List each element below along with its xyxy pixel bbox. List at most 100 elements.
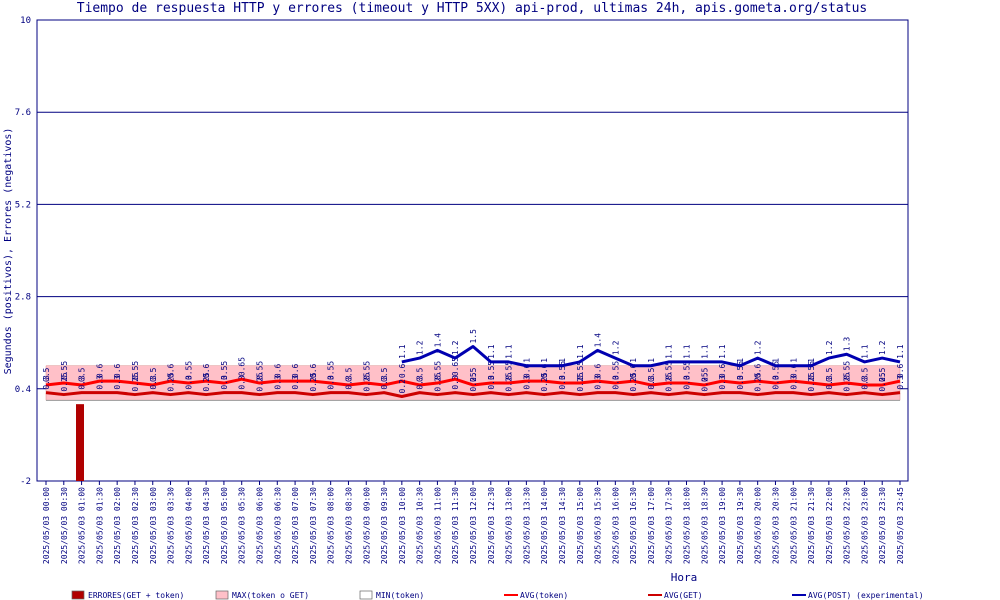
data-label: 0.3 [220, 375, 229, 390]
data-label: 0.3 [736, 375, 745, 390]
data-label: 0.5 [42, 367, 51, 382]
data-label: 0.25 [256, 372, 265, 391]
data-label: 1.1 [718, 344, 727, 359]
x-tick-label: 2025/05/03 15:30 [594, 487, 603, 564]
data-label: 0.6 [629, 363, 638, 378]
x-tick-label: 2025/05/03 04:00 [184, 487, 193, 564]
legend-swatch [71, 590, 85, 600]
data-label: 0.55 [807, 361, 816, 380]
data-label: 1.4 [594, 333, 603, 348]
data-label: 0.6 [754, 363, 763, 378]
x-tick-label: 2025/05/03 07:30 [309, 487, 318, 564]
gridlines [37, 111, 908, 485]
data-label: 0.6 [594, 363, 603, 378]
x-tick-label: 2025/05/03 14:00 [540, 487, 549, 564]
data-label: 0.25 [469, 372, 478, 391]
data-label: 1 [736, 358, 745, 363]
data-label: 0.55 [256, 361, 265, 380]
x-tick-label: 2025/05/03 19:00 [718, 487, 727, 564]
data-label: 0.55 [576, 361, 585, 380]
x-tick-label: 2025/05/03 16:00 [611, 487, 620, 564]
data-label: 0.25 [433, 372, 442, 391]
data-label: 0.6 [789, 363, 798, 378]
x-tick-label: 2025/05/03 00:30 [60, 487, 69, 564]
data-label: 0.5 [149, 367, 158, 382]
x-tick-label: 2025/05/03 17:30 [665, 487, 674, 564]
x-tick-label: 2025/05/03 03:30 [167, 487, 176, 564]
data-label: 0.3 [291, 375, 300, 390]
data-label: 0.3 [860, 375, 869, 390]
x-tick-label: 2025/05/03 08:30 [344, 487, 353, 564]
data-label: 0.5 [344, 367, 353, 382]
data-label: 1.2 [754, 340, 763, 355]
error-bars [76, 404, 84, 481]
data-label: 1 [771, 358, 780, 363]
data-label: 0.25 [629, 372, 638, 391]
data-label: 0.3 [683, 375, 692, 390]
data-label: 0.25 [700, 372, 709, 391]
data-label: 0.3 [238, 375, 247, 390]
y-axis-tick-labels: 10 7.6 5.2 2.8 0.4 -2 [15, 16, 31, 487]
data-label: 0.25 [843, 372, 852, 391]
data-label: 0.5 [647, 367, 656, 382]
x-tick-label: 2025/05/03 18:30 [700, 487, 709, 564]
y-tick-label: 10 [20, 16, 31, 26]
data-label: 1 [807, 358, 816, 363]
series-line [401, 345, 901, 368]
x-tick-label: 2025/05/03 18:00 [683, 487, 692, 564]
data-label: 0.55 [362, 361, 371, 380]
legend-swatch [359, 590, 373, 600]
y-axis-label: Segundos (positivos), Errores (negativos… [3, 128, 14, 375]
x-tick-label: 2025/05/03 19:30 [736, 487, 745, 564]
y-tick-label: 5.2 [15, 200, 31, 210]
data-label: 0.3 [451, 375, 460, 390]
legend-label: AVG(GET) [664, 591, 703, 600]
legend-swatch [215, 590, 229, 600]
data-label: 0.5 [78, 367, 87, 382]
data-label: 0.6 [167, 363, 176, 378]
data-label: 0.55 [736, 361, 745, 380]
x-axis-label: Hora [671, 571, 698, 584]
data-label: 1.1 [683, 344, 692, 359]
data-label: 0.6 [522, 363, 531, 378]
data-label: 1.1 [700, 344, 709, 359]
x-tick-label: 2025/05/03 02:30 [131, 487, 140, 564]
plot-area [36, 19, 909, 482]
x-tick-label: 2025/05/03 09:30 [380, 487, 389, 564]
x-tick-label: 2025/05/03 23:00 [860, 487, 869, 564]
data-label: 0.6 [95, 363, 104, 378]
data-label: 0.3 [273, 375, 282, 390]
x-tick-label: 2025/05/03 22:00 [825, 487, 834, 564]
legend-label: ERRORES(GET + token) [88, 591, 184, 600]
data-label: 0.25 [540, 372, 549, 391]
x-tick-label: 2025/05/03 14:30 [558, 487, 567, 564]
data-label: 0.25 [665, 372, 674, 391]
data-label: 0.5 [860, 367, 869, 382]
x-tick-label: 2025/05/03 05:00 [220, 487, 229, 564]
data-label: 1.1 [576, 344, 585, 359]
x-axis-tick-labels: 2025/05/03 00:00 2025/05/03 00:30 2025/05/… [42, 487, 905, 564]
data-label: 0.6 [113, 363, 122, 378]
data-label: 0.6 [540, 363, 549, 378]
data-label: 0.3 [487, 375, 496, 390]
x-tick-label: 2025/05/03 13:00 [505, 487, 514, 564]
data-label: 0.55 [505, 361, 514, 380]
data-label: 0.55 [220, 361, 229, 380]
x-tick-label: 2025/05/03 06:30 [273, 487, 282, 564]
data-label: 0.25 [362, 372, 371, 391]
data-label: 1 [789, 358, 798, 363]
data-label: 0.3 [825, 375, 834, 390]
data-label: 0.55 [184, 361, 193, 380]
data-label: 0.6 [718, 363, 727, 378]
data-label: 0.25 [505, 372, 514, 391]
data-label: 0.55 [611, 361, 620, 380]
data-label: 1 [647, 358, 656, 363]
data-label: 0.5 [825, 367, 834, 382]
data-label: 0.55 [771, 361, 780, 380]
x-tick-label: 2025/05/03 11:30 [451, 487, 460, 564]
x-tick-label: 2025/05/03 01:30 [95, 487, 104, 564]
data-label: 1.2 [611, 340, 620, 355]
x-tick-label: 2025/05/03 03:00 [149, 487, 158, 564]
legend-label: AVG(token) [520, 591, 568, 600]
data-label: 0.6 [896, 363, 905, 378]
